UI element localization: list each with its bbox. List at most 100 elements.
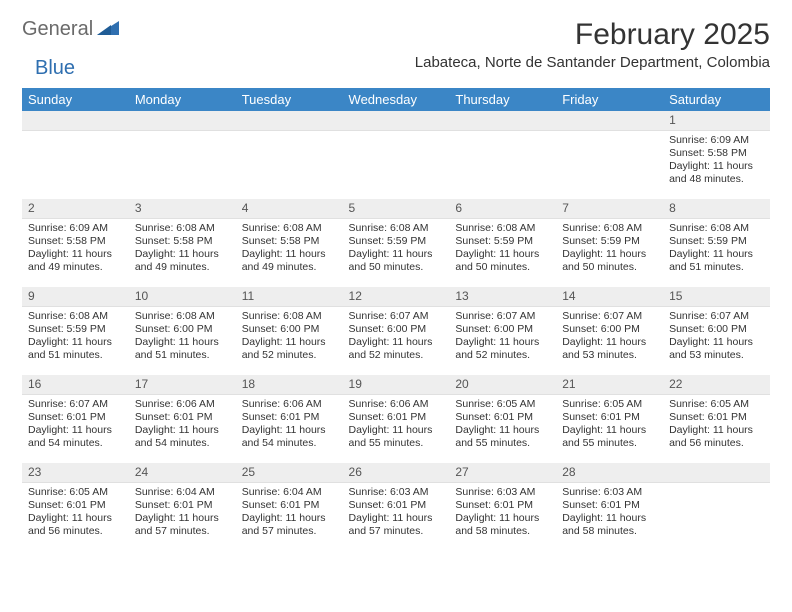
day-detail-line: Sunrise: 6:08 AM — [28, 310, 123, 323]
calendar-day-cell: 7Sunrise: 6:08 AMSunset: 5:59 PMDaylight… — [556, 199, 663, 287]
calendar-day-cell: 16Sunrise: 6:07 AMSunset: 6:01 PMDayligh… — [22, 375, 129, 463]
day-number: 19 — [343, 375, 450, 395]
day-detail-line: Sunrise: 6:06 AM — [135, 398, 230, 411]
calendar-day-cell: 23Sunrise: 6:05 AMSunset: 6:01 PMDayligh… — [22, 463, 129, 551]
day-details — [236, 131, 343, 138]
calendar-day-cell — [236, 111, 343, 199]
day-details: Sunrise: 6:08 AMSunset: 5:59 PMDaylight:… — [556, 219, 663, 279]
weekday-header: Friday — [556, 88, 663, 111]
day-detail-line: Sunset: 6:00 PM — [455, 323, 550, 336]
day-detail-line: Daylight: 11 hours and 56 minutes. — [669, 424, 764, 450]
day-detail-line: Sunrise: 6:07 AM — [562, 310, 657, 323]
calendar-day-cell: 3Sunrise: 6:08 AMSunset: 5:58 PMDaylight… — [129, 199, 236, 287]
calendar-day-cell: 13Sunrise: 6:07 AMSunset: 6:00 PMDayligh… — [449, 287, 556, 375]
day-number: 1 — [663, 111, 770, 131]
day-details: Sunrise: 6:07 AMSunset: 6:00 PMDaylight:… — [663, 307, 770, 367]
calendar-day-cell: 1Sunrise: 6:09 AMSunset: 5:58 PMDaylight… — [663, 111, 770, 199]
day-detail-line: Sunset: 6:01 PM — [562, 411, 657, 424]
day-details: Sunrise: 6:04 AMSunset: 6:01 PMDaylight:… — [129, 483, 236, 543]
day-number: 8 — [663, 199, 770, 219]
calendar-day-cell — [343, 111, 450, 199]
day-detail-line: Sunrise: 6:06 AM — [242, 398, 337, 411]
day-detail-line: Sunset: 6:01 PM — [669, 411, 764, 424]
day-number: 5 — [343, 199, 450, 219]
day-detail-line: Sunset: 6:01 PM — [28, 411, 123, 424]
day-number: 3 — [129, 199, 236, 219]
day-details: Sunrise: 6:08 AMSunset: 6:00 PMDaylight:… — [236, 307, 343, 367]
day-detail-line: Sunset: 6:01 PM — [242, 411, 337, 424]
day-number: 23 — [22, 463, 129, 483]
day-details: Sunrise: 6:06 AMSunset: 6:01 PMDaylight:… — [236, 395, 343, 455]
day-details: Sunrise: 6:05 AMSunset: 6:01 PMDaylight:… — [22, 483, 129, 543]
brand-text-general: General — [22, 18, 93, 41]
day-detail-line: Sunrise: 6:08 AM — [135, 222, 230, 235]
day-detail-line: Sunset: 6:01 PM — [349, 411, 444, 424]
day-detail-line: Daylight: 11 hours and 52 minutes. — [455, 336, 550, 362]
day-detail-line: Daylight: 11 hours and 55 minutes. — [349, 424, 444, 450]
day-details: Sunrise: 6:07 AMSunset: 6:00 PMDaylight:… — [343, 307, 450, 367]
calendar-day-cell — [22, 111, 129, 199]
day-detail-line: Sunrise: 6:03 AM — [349, 486, 444, 499]
calendar-week-row: 1Sunrise: 6:09 AMSunset: 5:58 PMDaylight… — [22, 111, 770, 199]
brand-logo: General — [22, 18, 121, 41]
day-number: 24 — [129, 463, 236, 483]
day-detail-line: Daylight: 11 hours and 54 minutes. — [242, 424, 337, 450]
day-number: 14 — [556, 287, 663, 307]
calendar-day-cell: 24Sunrise: 6:04 AMSunset: 6:01 PMDayligh… — [129, 463, 236, 551]
day-detail-line: Daylight: 11 hours and 58 minutes. — [562, 512, 657, 538]
calendar-week-row: 9Sunrise: 6:08 AMSunset: 5:59 PMDaylight… — [22, 287, 770, 375]
calendar-day-cell — [556, 111, 663, 199]
day-detail-line: Daylight: 11 hours and 53 minutes. — [669, 336, 764, 362]
weekday-header: Thursday — [449, 88, 556, 111]
day-number — [236, 111, 343, 131]
day-details: Sunrise: 6:05 AMSunset: 6:01 PMDaylight:… — [556, 395, 663, 455]
day-detail-line: Daylight: 11 hours and 54 minutes. — [28, 424, 123, 450]
day-detail-line: Sunset: 6:01 PM — [242, 499, 337, 512]
day-number: 21 — [556, 375, 663, 395]
calendar-table: SundayMondayTuesdayWednesdayThursdayFrid… — [22, 88, 770, 551]
calendar-day-cell: 26Sunrise: 6:03 AMSunset: 6:01 PMDayligh… — [343, 463, 450, 551]
day-detail-line: Sunset: 6:01 PM — [28, 499, 123, 512]
day-detail-line: Daylight: 11 hours and 57 minutes. — [135, 512, 230, 538]
day-number: 18 — [236, 375, 343, 395]
day-detail-line: Sunrise: 6:08 AM — [455, 222, 550, 235]
day-detail-line: Sunset: 6:00 PM — [242, 323, 337, 336]
calendar-week-row: 23Sunrise: 6:05 AMSunset: 6:01 PMDayligh… — [22, 463, 770, 551]
day-number — [343, 111, 450, 131]
day-details: Sunrise: 6:08 AMSunset: 5:58 PMDaylight:… — [236, 219, 343, 279]
day-detail-line: Sunset: 6:01 PM — [455, 411, 550, 424]
brand-text-blue: Blue — [35, 57, 75, 79]
day-detail-line: Sunrise: 6:07 AM — [669, 310, 764, 323]
calendar-day-cell: 18Sunrise: 6:06 AMSunset: 6:01 PMDayligh… — [236, 375, 343, 463]
day-details: Sunrise: 6:03 AMSunset: 6:01 PMDaylight:… — [449, 483, 556, 543]
calendar-day-cell: 2Sunrise: 6:09 AMSunset: 5:58 PMDaylight… — [22, 199, 129, 287]
day-detail-line: Daylight: 11 hours and 52 minutes. — [242, 336, 337, 362]
day-number: 12 — [343, 287, 450, 307]
day-details: Sunrise: 6:07 AMSunset: 6:01 PMDaylight:… — [22, 395, 129, 455]
weekday-header: Tuesday — [236, 88, 343, 111]
day-detail-line: Sunrise: 6:05 AM — [455, 398, 550, 411]
calendar-week-row: 2Sunrise: 6:09 AMSunset: 5:58 PMDaylight… — [22, 199, 770, 287]
day-detail-line: Sunrise: 6:08 AM — [349, 222, 444, 235]
calendar-day-cell — [663, 463, 770, 551]
day-number: 16 — [22, 375, 129, 395]
calendar-day-cell: 14Sunrise: 6:07 AMSunset: 6:00 PMDayligh… — [556, 287, 663, 375]
calendar-day-cell: 17Sunrise: 6:06 AMSunset: 6:01 PMDayligh… — [129, 375, 236, 463]
day-detail-line: Daylight: 11 hours and 58 minutes. — [455, 512, 550, 538]
calendar-day-cell: 28Sunrise: 6:03 AMSunset: 6:01 PMDayligh… — [556, 463, 663, 551]
day-details: Sunrise: 6:09 AMSunset: 5:58 PMDaylight:… — [22, 219, 129, 279]
day-detail-line: Sunrise: 6:08 AM — [135, 310, 230, 323]
day-details: Sunrise: 6:08 AMSunset: 5:59 PMDaylight:… — [22, 307, 129, 367]
day-number: 11 — [236, 287, 343, 307]
day-detail-line: Daylight: 11 hours and 49 minutes. — [135, 248, 230, 274]
calendar-day-cell: 21Sunrise: 6:05 AMSunset: 6:01 PMDayligh… — [556, 375, 663, 463]
day-number: 2 — [22, 199, 129, 219]
day-detail-line: Daylight: 11 hours and 49 minutes. — [28, 248, 123, 274]
day-detail-line: Daylight: 11 hours and 52 minutes. — [349, 336, 444, 362]
day-detail-line: Sunrise: 6:08 AM — [242, 222, 337, 235]
day-number: 7 — [556, 199, 663, 219]
day-number: 15 — [663, 287, 770, 307]
calendar-day-cell: 15Sunrise: 6:07 AMSunset: 6:00 PMDayligh… — [663, 287, 770, 375]
day-detail-line: Sunset: 5:59 PM — [562, 235, 657, 248]
day-details: Sunrise: 6:09 AMSunset: 5:58 PMDaylight:… — [663, 131, 770, 191]
